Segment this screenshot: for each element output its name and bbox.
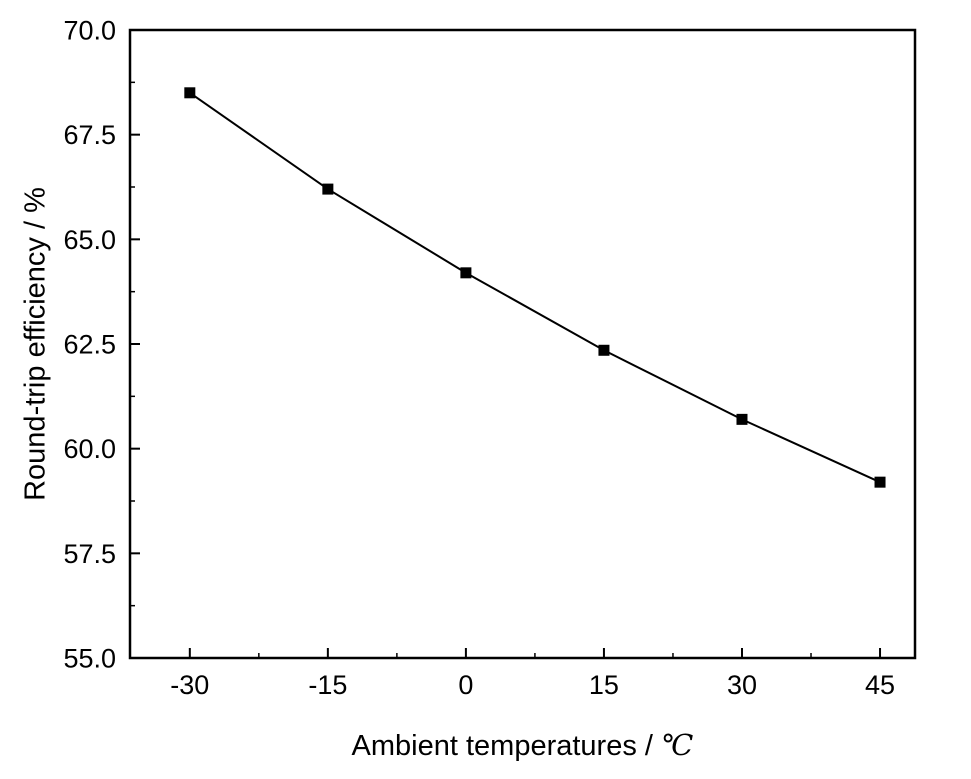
data-point-marker [598, 344, 610, 356]
x-axis-label-text: Ambient temperatures / [351, 730, 662, 762]
data-point-marker [184, 87, 196, 99]
y-tick-label: 55.0 [63, 643, 116, 673]
y-axis-label-text: Round-trip efficiency / % [19, 187, 52, 501]
x-tick-label: -15 [308, 670, 347, 700]
data-series-line [189, 91, 881, 484]
data-point-marker [736, 413, 748, 425]
y-tick-label: 65.0 [63, 225, 116, 255]
data-point-marker [874, 476, 886, 488]
y-tick-label: 60.0 [63, 434, 116, 464]
data-point-marker [460, 267, 472, 279]
y-tick-label: 57.5 [63, 539, 116, 569]
y-tick-label: 67.5 [63, 120, 116, 150]
x-axis-unit: ℃ [661, 728, 694, 762]
plot-area-border [128, 28, 917, 660]
data-point-marker [322, 183, 334, 195]
x-tick-label: 30 [727, 670, 757, 700]
x-tick-label: 0 [458, 670, 473, 700]
x-tick-label: 45 [865, 670, 895, 700]
x-tick-label: 15 [589, 670, 619, 700]
x-axis-label: Ambient temperatures / ℃ [130, 728, 915, 763]
y-tick-label: 70.0 [63, 15, 116, 45]
x-tick-label: -30 [170, 670, 209, 700]
y-axis-label: Round-trip efficiency / % [20, 187, 53, 501]
y-tick-label: 62.5 [63, 329, 116, 359]
